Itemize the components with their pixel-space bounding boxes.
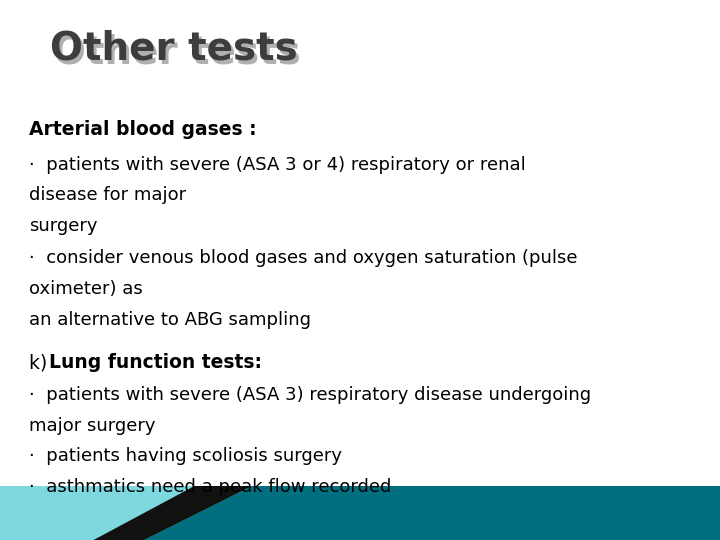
Text: Lung function tests:: Lung function tests:	[49, 353, 262, 373]
Polygon shape	[0, 486, 396, 540]
Text: disease for major: disease for major	[29, 186, 186, 205]
Text: surgery: surgery	[29, 217, 97, 235]
Text: ·  patients with severe (ASA 3 or 4) respiratory or renal: · patients with severe (ASA 3 or 4) resp…	[29, 156, 526, 174]
Text: an alternative to ABG sampling: an alternative to ABG sampling	[29, 310, 311, 329]
Text: ·  consider venous blood gases and oxygen saturation (pulse: · consider venous blood gases and oxygen…	[29, 249, 577, 267]
Text: Other tests: Other tests	[50, 30, 298, 68]
Polygon shape	[0, 486, 274, 502]
Text: Other tests: Other tests	[53, 34, 301, 72]
Text: ·  asthmatics need a peak flow recorded: · asthmatics need a peak flow recorded	[29, 478, 391, 496]
Polygon shape	[144, 486, 720, 540]
Text: ·  patients having scoliosis surgery: · patients having scoliosis surgery	[29, 447, 342, 465]
Text: ·  patients with severe (ASA 3) respiratory disease undergoing: · patients with severe (ASA 3) respirato…	[29, 386, 591, 404]
Polygon shape	[0, 486, 720, 540]
Polygon shape	[94, 486, 252, 540]
Text: major surgery: major surgery	[29, 416, 156, 435]
Text: Arterial blood gases :: Arterial blood gases :	[29, 120, 256, 139]
Text: oximeter) as: oximeter) as	[29, 280, 143, 298]
Text: k): k)	[29, 353, 53, 373]
